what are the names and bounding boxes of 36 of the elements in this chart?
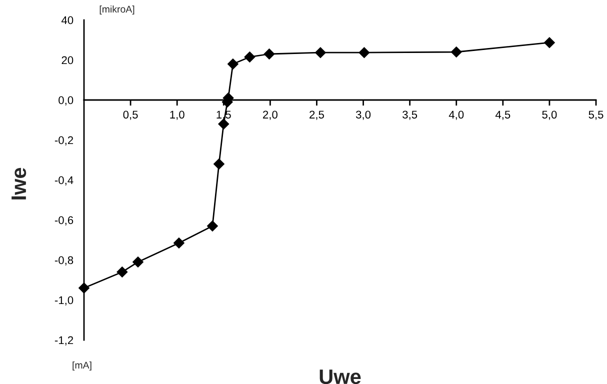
point [264,48,275,60]
text: [mikroA] [100,5,134,15]
point [174,238,184,248]
x-axis-title: Uwe [320,370,361,384]
point [358,47,370,58]
x-tick-label: 0,5 [123,110,138,120]
x-tick-label: 2,0 [263,110,278,120]
y-tick-label: -1,2 [54,336,74,346]
x-tick-label: 3,0 [356,110,371,120]
y-tick-label: 0,0 [58,96,74,106]
x-tick-label: 4,5 [495,110,510,120]
point [315,47,326,58]
point [244,52,256,62]
point [544,37,555,48]
text: [mA] [72,361,92,371]
y-tick-label: -0,6 [54,216,74,226]
x-tick-label: 5,0 [542,110,557,120]
y-tick-label: -1,0 [54,296,74,306]
y-tick-label: -0,2 [54,136,74,146]
point [228,58,238,70]
point [218,118,230,130]
y-tick-label: 20 [62,56,74,64]
y-axis-title: Iwe [12,168,26,200]
point [116,266,128,278]
point [214,158,224,170]
y-tick-label: 40 [61,16,74,24]
x-tick-label: 1,0 [170,110,184,120]
x-tick-label: 2,5 [310,110,324,120]
y-tick-label: -0,8 [54,256,74,266]
point [207,220,218,232]
point [132,256,144,268]
y-tick-label: -0,4 [54,176,74,186]
x-tick-label: 4,0 [448,110,464,120]
x-tick-label: 3,5 [402,110,418,120]
x-tick-label: 5,5 [588,110,604,120]
point [450,46,462,58]
